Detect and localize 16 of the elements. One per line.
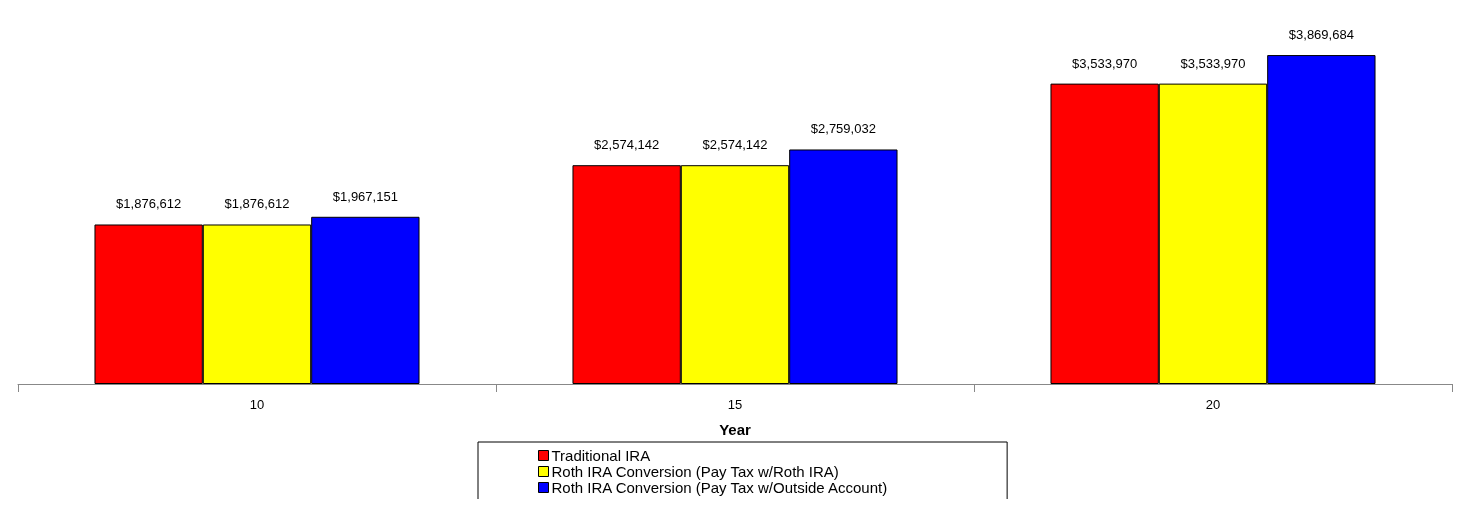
legend-label: Roth IRA Conversion (Pay Tax w/Roth IRA) <box>551 463 839 480</box>
x-tick-label: 15 <box>727 397 743 412</box>
data-label: $3,869,684 <box>1288 27 1354 43</box>
data-label: $2,574,142 <box>702 137 768 153</box>
data-label: $3,533,970 <box>1072 55 1138 71</box>
data-label: $1,967,151 <box>332 188 398 204</box>
data-label: $2,759,032 <box>810 121 876 137</box>
x-tick-label: 20 <box>1205 397 1221 412</box>
data-label: $1,876,612 <box>224 196 290 212</box>
x-axis-title: Year <box>719 421 752 438</box>
data-label: $1,876,612 <box>116 196 182 212</box>
data-label: $2,574,142 <box>594 137 660 153</box>
x-tick-label: 10 <box>249 397 265 412</box>
legend-label: Roth IRA Conversion (Pay Tax w/Outside Account) <box>551 479 888 496</box>
data-label: $3,533,970 <box>1180 55 1246 71</box>
legend-label: Traditional IRA <box>551 447 651 464</box>
